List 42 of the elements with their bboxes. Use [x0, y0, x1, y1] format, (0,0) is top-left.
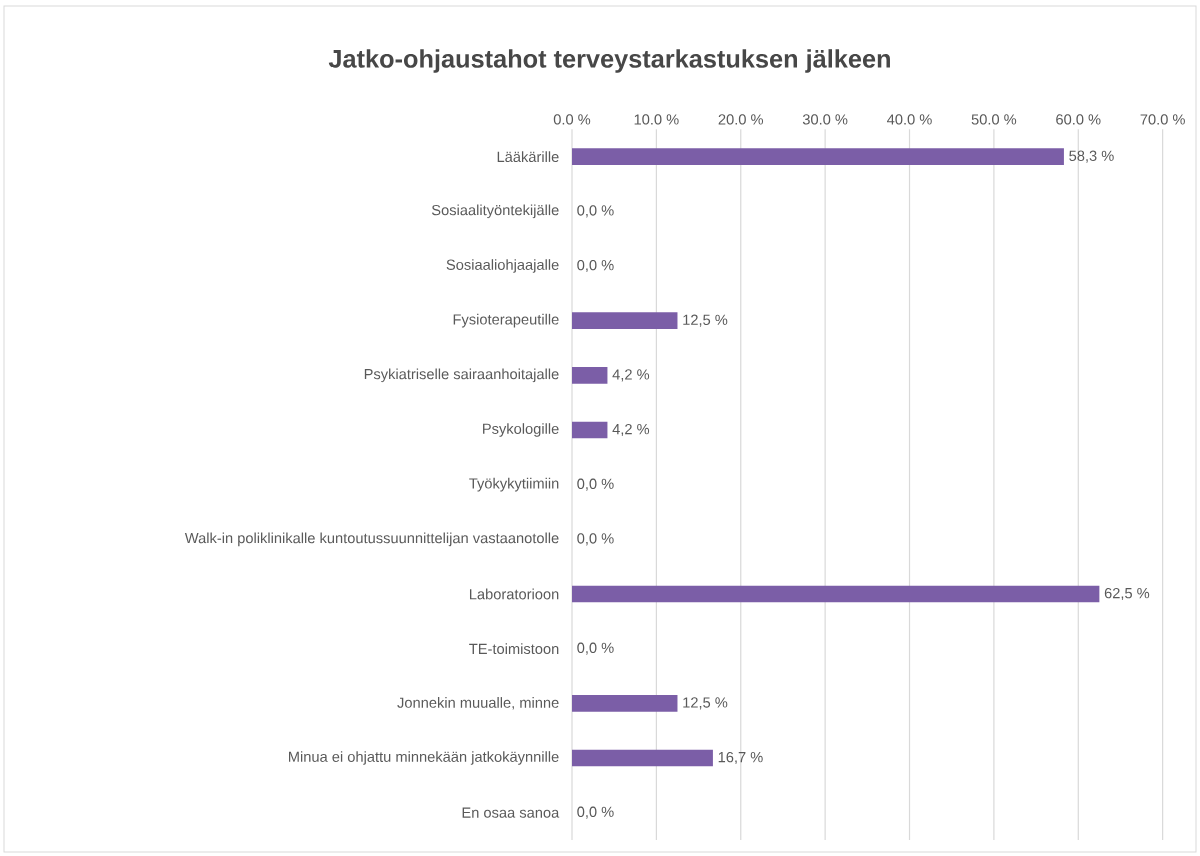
data-label: 0,0 % — [577, 642, 614, 655]
y-tick-label: Laboratorioon — [469, 588, 559, 600]
y-tick-label: Psykologille — [483, 423, 559, 437]
y-tick-label: Minua ei ohjattu minnekään jatkokäynnille — [289, 751, 559, 765]
x-tick-label: 0.0 % — [553, 114, 591, 125]
y-tick-label: Sosiaalityöntekijälle — [431, 204, 559, 219]
data-label: 58,3 % — [1069, 150, 1114, 163]
data-label: 12,5 % — [683, 697, 728, 710]
data-label: 0,0 % — [577, 205, 614, 218]
x-tick-label: 50.0 % — [971, 114, 1017, 125]
data-label: 0,0 % — [577, 806, 614, 819]
y-tick-label: Psykiatriselle sairaanhoitajalle — [364, 368, 559, 383]
x-tick-label: 10.0 % — [634, 114, 679, 125]
data-label: 16,7 % — [718, 751, 763, 765]
data-label: 0,0 % — [577, 478, 614, 491]
x-tick-label: 20.0 % — [718, 114, 764, 125]
x-tick-label: 40.0 % — [887, 114, 932, 125]
bar — [572, 148, 1064, 165]
data-label: 4,2 % — [612, 369, 650, 382]
chart-title: Jatko-ohjaustahot terveystarkastuksen jälkeen — [328, 49, 890, 73]
bar — [572, 312, 678, 329]
y-tick-label: Fysioterapeutille — [453, 313, 559, 328]
data-label: 4,2 % — [612, 423, 650, 437]
x-tick-label: 60.0 % — [1056, 114, 1101, 125]
bar — [572, 695, 678, 712]
bar — [572, 585, 1100, 603]
y-tick-label: Lääkärille — [497, 151, 559, 163]
y-tick-label: Sosiaaliohjaajalle — [446, 259, 559, 273]
data-label: 62,5 % — [1104, 587, 1150, 601]
x-tick-label: 70.0 % — [1140, 114, 1185, 125]
y-tick-label: Työkykytiimiin — [469, 477, 559, 492]
bar — [572, 421, 608, 439]
data-label: 0,0 % — [577, 259, 614, 273]
bar — [572, 367, 608, 384]
x-tick-label: 30.0 % — [802, 114, 848, 125]
bar — [572, 749, 713, 767]
y-tick-label: Jonnekin muualle, minne — [397, 697, 559, 710]
data-label: 0,0 % — [577, 533, 614, 546]
data-label: 12,5 % — [683, 314, 728, 327]
y-tick-label: En osaa sanoa — [462, 807, 560, 818]
y-tick-label: Walk-in poliklinikalle kuntoutussuunnittelijan vastaanotolle — [184, 532, 559, 547]
y-tick-label: TE-toimistoon — [469, 643, 559, 655]
